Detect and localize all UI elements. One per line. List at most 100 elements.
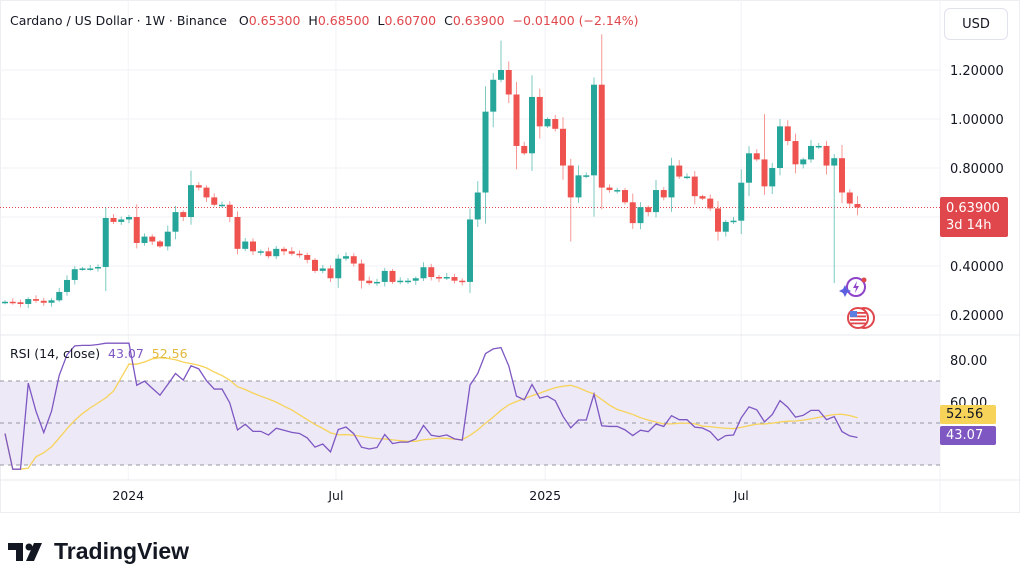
time-axis-label: Jul: [733, 488, 749, 503]
candle-body: [839, 158, 845, 193]
candle-body: [164, 231, 171, 247]
candle-body: [436, 277, 442, 279]
candle-body: [846, 192, 853, 204]
candle-body: [188, 185, 194, 217]
candle-body: [366, 280, 373, 284]
price-axis-label: 0.20000: [950, 309, 1004, 324]
candle-body: [343, 256, 349, 259]
rsi-tag: 43.07: [940, 426, 996, 445]
candle-body: [219, 204, 225, 207]
candle-body: [33, 299, 39, 301]
us-flag-event-icon: [847, 307, 875, 329]
candle-body: [257, 251, 264, 253]
time-axis-label: 2025: [529, 488, 561, 503]
candle-body: [397, 280, 404, 283]
candle-body: [668, 165, 675, 198]
candle-body: [226, 204, 233, 217]
candle-body: [823, 145, 830, 166]
symbol-title: Cardano / US Dollar · 1W · Binance: [10, 13, 227, 28]
candle-body: [730, 220, 737, 223]
candle-body: [79, 268, 86, 270]
candle-body: [374, 281, 380, 284]
candle-body: [699, 196, 706, 199]
candle-body: [172, 212, 179, 232]
candle-body: [544, 119, 551, 127]
candle-body: [691, 176, 698, 197]
candle-body: [265, 251, 272, 257]
symbol-legend: Cardano / US Dollar · 1W · Binance O0.65…: [10, 13, 639, 28]
candle-body: [536, 96, 543, 127]
candle-body: [831, 158, 838, 166]
time-axis-label: Jul: [327, 488, 343, 503]
candle-body: [180, 212, 187, 217]
open-label: O: [238, 13, 249, 28]
candle-body: [149, 236, 156, 242]
candle-body: [64, 279, 70, 292]
rsi-ma-value: 52.56: [151, 346, 188, 361]
candle-body: [451, 277, 458, 281]
candle-body: [684, 176, 690, 179]
candle-body: [389, 270, 396, 282]
candle-body: [629, 202, 636, 224]
candle-body: [95, 266, 101, 269]
candle-body: [319, 268, 326, 271]
candle-body: [490, 79, 497, 112]
candle-body: [769, 168, 776, 187]
candle-body: [521, 145, 528, 154]
candle-body: [250, 241, 256, 252]
candle-body: [211, 197, 218, 205]
candle-body: [637, 207, 644, 224]
rsi-value: 43.07: [108, 346, 144, 361]
candle-body: [784, 126, 791, 142]
candle-body: [428, 267, 435, 278]
candle-body: [288, 251, 295, 254]
rsi-ma-line: [4, 357, 858, 470]
rsi-ma-tag: 52.56: [940, 405, 996, 424]
candle-body: [722, 221, 729, 232]
lightning-event-icon: [846, 277, 867, 297]
rsi-label: RSI (14, close): [10, 346, 101, 361]
candle-body: [126, 217, 132, 220]
tradingview-logo[interactable]: TradingView: [8, 538, 189, 565]
open-value: 0.65300: [248, 13, 301, 28]
high-label: H: [308, 13, 318, 28]
candle-body: [312, 259, 318, 271]
candle-body: [575, 175, 582, 198]
brand-name: TradingView: [54, 538, 190, 564]
candle-body: [358, 263, 365, 281]
candle-body: [327, 268, 334, 279]
candle-body: [498, 70, 504, 80]
candle-body: [17, 302, 24, 304]
rsi-legend: RSI (14, close) 43.07 52.56: [10, 346, 188, 361]
candle-body: [591, 84, 597, 176]
candle-body: [567, 165, 574, 198]
last-price-value: 0.63900: [946, 201, 1000, 216]
candle-body: [234, 217, 241, 249]
currency-button[interactable]: USD: [944, 8, 1008, 40]
candle-body: [622, 190, 628, 203]
candle-body: [195, 185, 202, 188]
candle-body: [645, 207, 652, 213]
candle-body: [513, 94, 520, 146]
chart-canvas[interactable]: 1.20000 1.00000 0.80000 0.40000 0.20000 2024 J…: [0, 0, 1024, 515]
rsi-band: [0, 381, 940, 465]
candle-body: [715, 208, 721, 232]
candle-body: [420, 267, 427, 279]
candle-body: [203, 187, 210, 198]
change-value: −0.01400 (−2.14%): [512, 13, 639, 28]
candle-body: [133, 217, 140, 243]
candle-body: [157, 241, 163, 247]
candle-body: [48, 300, 55, 303]
candle-body: [118, 219, 125, 222]
candle-body: [110, 217, 117, 222]
candle-body: [560, 128, 566, 166]
sparkle-icon: [839, 285, 851, 297]
price-axis-label: 1.20000: [950, 64, 1004, 79]
candle-body: [761, 159, 768, 187]
candle-body: [474, 192, 481, 220]
candle-body: [552, 119, 559, 129]
candle-body: [746, 153, 752, 183]
candle-body: [467, 219, 473, 282]
candle-body: [660, 190, 667, 198]
high-value: 0.68500: [317, 13, 370, 28]
